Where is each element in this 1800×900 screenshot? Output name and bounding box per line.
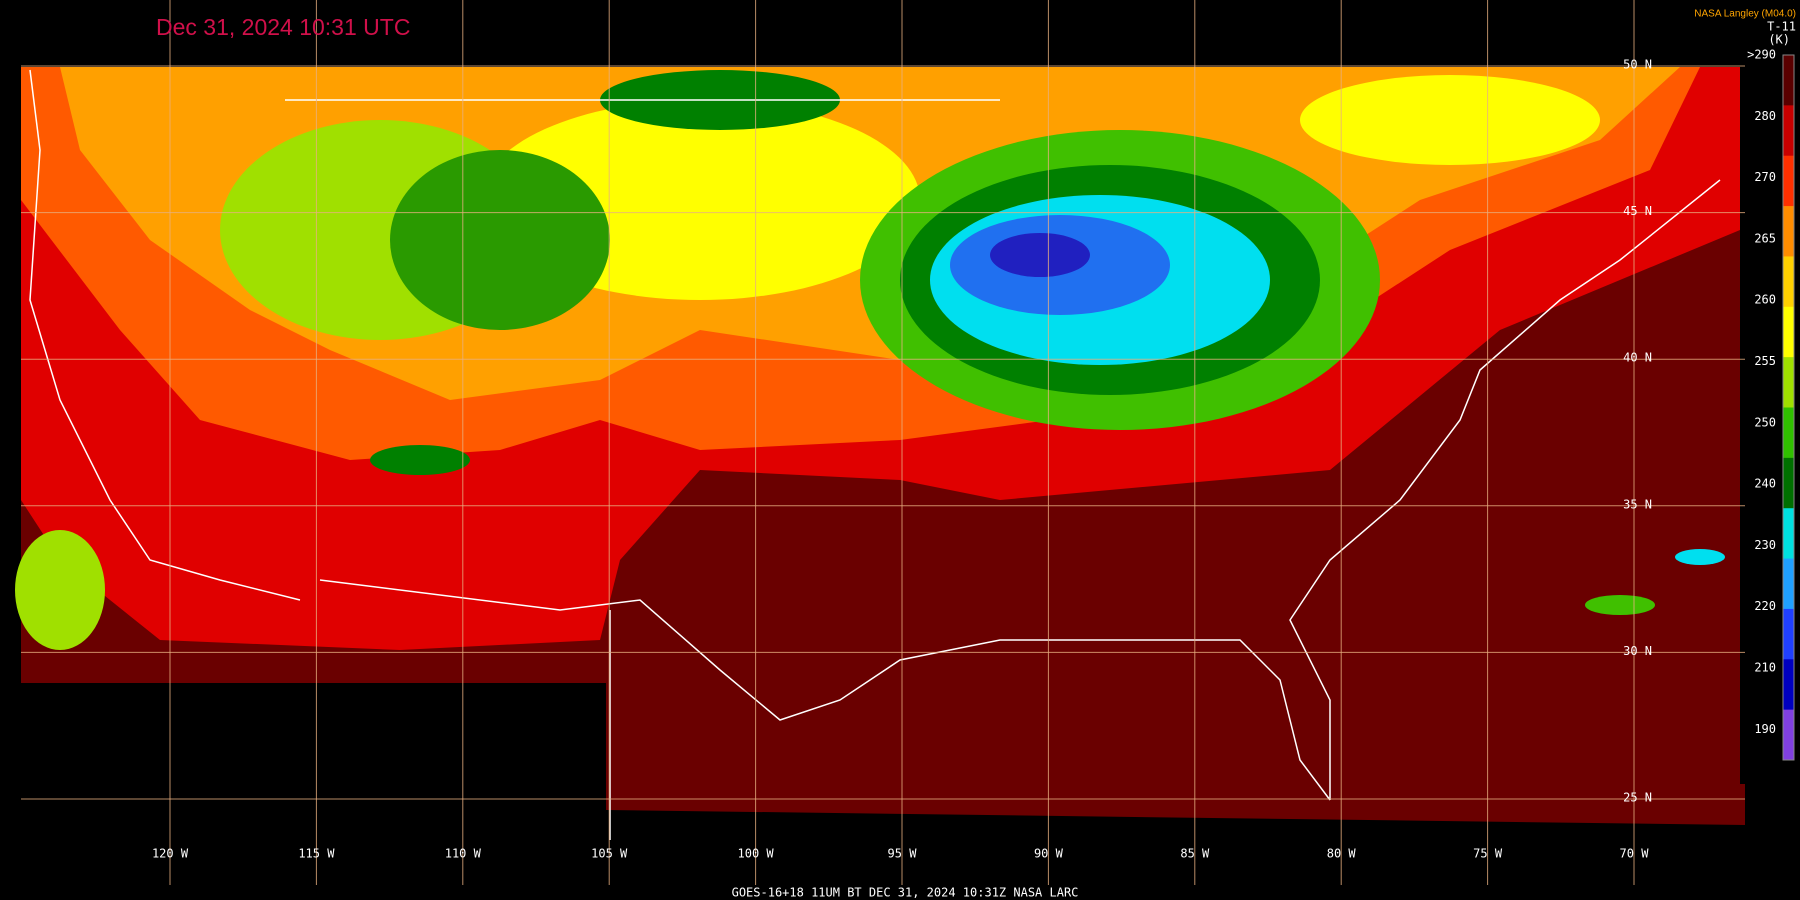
latitude-label: 35 N bbox=[1623, 497, 1652, 511]
colorbar-label: 240 bbox=[1754, 477, 1776, 491]
colorbar-segment bbox=[1783, 357, 1794, 408]
longitude-label: 70 W bbox=[1620, 847, 1650, 861]
longitude-label: 110 W bbox=[445, 847, 482, 861]
colorbar-segment bbox=[1783, 558, 1794, 610]
unit: (K) bbox=[1768, 33, 1790, 47]
cloud-yellow bbox=[1300, 75, 1600, 165]
colorbar-label: 220 bbox=[1754, 599, 1776, 613]
colorbar-label: 230 bbox=[1754, 538, 1776, 552]
graticule bbox=[21, 0, 1745, 885]
cloud-cyan bbox=[1675, 549, 1725, 565]
labels: 50 N 45 N 40 N 35 N 30 N 25 N 120 W 115 W 110 W 1… bbox=[152, 58, 1652, 861]
colorbar-segment bbox=[1783, 105, 1794, 157]
footer: GOES-16+18 11UM BT DEC 31, 2024 10:31Z N… bbox=[732, 886, 1079, 900]
colorbar-label: >290 bbox=[1747, 48, 1776, 62]
latitude-label: 50 N bbox=[1623, 58, 1652, 72]
south-coast bbox=[319, 579, 1331, 801]
colorbar-label: 280 bbox=[1754, 109, 1776, 123]
longitude-label: 85 W bbox=[1180, 847, 1210, 861]
colorbar-label: 270 bbox=[1754, 170, 1776, 184]
borders bbox=[29, 69, 1721, 840]
colorbar-label: 250 bbox=[1754, 415, 1776, 429]
colorbar-segment bbox=[1783, 659, 1794, 711]
latitude-label: 40 N bbox=[1623, 351, 1652, 365]
west-coast bbox=[29, 69, 301, 601]
longitude-label: 120 W bbox=[152, 847, 189, 861]
title: Dec 31, 2024 10:31 UTC bbox=[156, 14, 410, 40]
longitude-label: 95 W bbox=[888, 847, 918, 861]
colorbar-label: 265 bbox=[1754, 231, 1776, 245]
longitude-label: 100 W bbox=[738, 847, 775, 861]
colorbar-segment bbox=[1783, 407, 1794, 459]
colorbar-label: 255 bbox=[1754, 354, 1776, 368]
colorbar-frame bbox=[1782, 54, 1795, 761]
colorbar-label: 260 bbox=[1754, 293, 1776, 307]
latitude-label: 45 N bbox=[1623, 204, 1652, 218]
storm-coldest bbox=[990, 233, 1090, 277]
channel: T-11 bbox=[1767, 20, 1796, 34]
longitude-label: 90 W bbox=[1034, 847, 1064, 861]
cloud-green bbox=[370, 445, 470, 475]
cloud-green bbox=[1585, 595, 1655, 615]
colorbar-segment bbox=[1783, 206, 1794, 257]
colorbar-segment bbox=[1783, 155, 1794, 207]
cloud-green bbox=[390, 150, 610, 330]
colorbar-label: 190 bbox=[1754, 722, 1776, 736]
longitude-label: 115 W bbox=[298, 847, 335, 861]
longitude-label: 105 W bbox=[591, 847, 628, 861]
longitude-label: 75 W bbox=[1473, 847, 1503, 861]
colorbar-segment bbox=[1783, 709, 1794, 761]
cloud-yellowgreen bbox=[15, 530, 105, 650]
colorbar-segment bbox=[1783, 256, 1794, 308]
colorbar-segment bbox=[1783, 608, 1794, 660]
colorbar-segment bbox=[1783, 457, 1794, 509]
colorbar-segment bbox=[1783, 55, 1794, 106]
colorbar-segment bbox=[1783, 508, 1794, 560]
east-coast bbox=[1289, 179, 1721, 800]
colorbar: >290 280 270 265 260 255 250 240 230 220 210 190 bbox=[1747, 48, 1795, 761]
colorbar-segment bbox=[1783, 306, 1794, 358]
latitude-label: 30 N bbox=[1623, 644, 1652, 658]
credit: NASA Langley (M04.0) bbox=[1694, 9, 1796, 20]
latitude-label: 25 N bbox=[1623, 791, 1652, 805]
longitude-label: 80 W bbox=[1327, 847, 1357, 861]
colorbar-label: 210 bbox=[1754, 661, 1776, 675]
